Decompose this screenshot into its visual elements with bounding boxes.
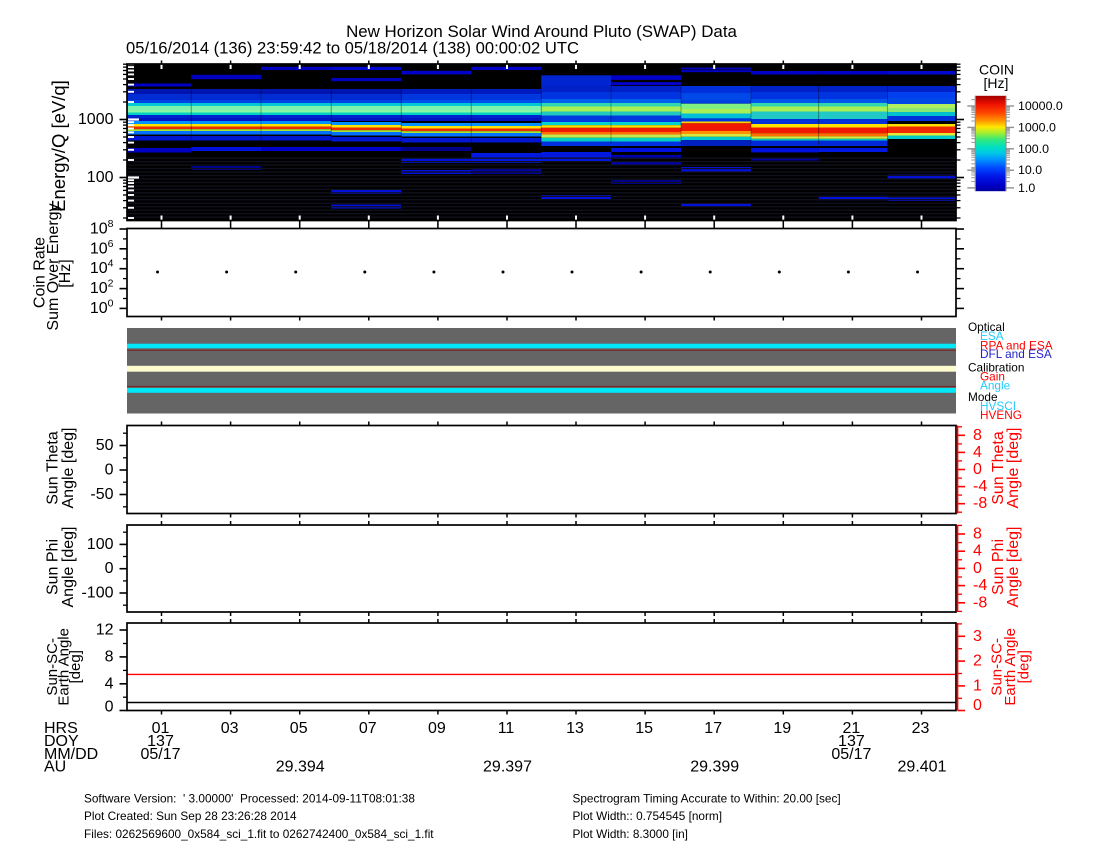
svg-text:0: 0 [973, 697, 982, 714]
svg-text:HVENG: HVENG [980, 408, 1022, 422]
svg-text:29.394: 29.394 [276, 759, 325, 776]
svg-text:3: 3 [973, 628, 982, 645]
svg-text:HVSCI: HVSCI [980, 399, 1016, 413]
svg-text:MM/DD: MM/DD [44, 746, 98, 763]
svg-text:Energy/Q [eV/q]: Energy/Q [eV/q] [48, 80, 69, 212]
svg-text:1: 1 [973, 677, 982, 694]
svg-text:Optical: Optical [968, 320, 1005, 334]
svg-text:4: 4 [973, 444, 982, 461]
svg-text:Sum Over Energy: Sum Over Energy [45, 203, 62, 330]
svg-text:-4: -4 [973, 478, 987, 495]
svg-text:29.397: 29.397 [483, 759, 532, 776]
svg-text:DFL and ESA: DFL and ESA [980, 347, 1052, 361]
svg-text:-50: -50 [90, 486, 113, 503]
svg-text:1.0: 1.0 [1018, 181, 1035, 195]
svg-text:0: 0 [105, 699, 114, 716]
svg-text:Angle [deg]: Angle [deg] [60, 428, 77, 509]
svg-text:Calibration: Calibration [968, 361, 1024, 375]
svg-text:HRS: HRS [44, 720, 78, 737]
svg-text:10000.0: 10000.0 [1018, 99, 1063, 113]
svg-text:137: 137 [147, 733, 174, 750]
svg-text:Gain: Gain [980, 370, 1005, 384]
svg-text:100.0: 100.0 [1018, 142, 1049, 156]
svg-text:DOY: DOY [44, 733, 79, 750]
svg-text:03: 03 [221, 720, 239, 737]
svg-text:Sun-SC-: Sun-SC- [989, 638, 1006, 696]
svg-text:50: 50 [96, 437, 114, 454]
svg-text:[deg]: [deg] [1016, 650, 1033, 683]
svg-text:4: 4 [105, 675, 114, 692]
svg-text:8: 8 [105, 648, 114, 665]
svg-text:23: 23 [912, 720, 930, 737]
svg-text:1000.0: 1000.0 [1018, 120, 1056, 134]
svg-text:07: 07 [359, 720, 377, 737]
svg-text:Plot Width: 8.3000 [in]: Plot Width: 8.3000 [in] [573, 827, 688, 841]
svg-text:12: 12 [96, 622, 114, 639]
svg-text:09: 09 [428, 720, 446, 737]
svg-text:Spectrogram Timing Accurate to: Spectrogram Timing Accurate to Within: 2… [573, 791, 841, 805]
svg-text:-8: -8 [973, 594, 987, 611]
svg-text:-8: -8 [973, 495, 987, 512]
svg-text:8: 8 [973, 427, 982, 444]
svg-text:COIN: COIN [979, 61, 1014, 77]
svg-text:[deg]: [deg] [67, 650, 84, 683]
svg-text:13: 13 [566, 720, 584, 737]
svg-text:17: 17 [704, 720, 722, 737]
svg-text:05/17: 05/17 [831, 746, 871, 763]
svg-text:05/16/2014 (136) 23:59:42 to 0: 05/16/2014 (136) 23:59:42 to 05/18/2014 … [126, 38, 579, 57]
svg-text:Sun Phi: Sun Phi [45, 539, 62, 595]
svg-text:0: 0 [105, 560, 114, 577]
svg-text:137: 137 [838, 733, 865, 750]
svg-text:[Hz]: [Hz] [984, 75, 1009, 91]
svg-text:New Horizon Solar Wind Around: New Horizon Solar Wind Around Pluto (SWA… [346, 22, 737, 41]
svg-text:Mode: Mode [968, 390, 998, 404]
svg-text:0: 0 [973, 560, 982, 577]
svg-text:15: 15 [635, 720, 653, 737]
svg-text:21: 21 [843, 720, 861, 737]
svg-text:100: 100 [87, 536, 114, 553]
svg-text:[Hz]: [Hz] [57, 259, 74, 287]
svg-text:Angle [deg]: Angle [deg] [60, 527, 77, 608]
svg-text:4: 4 [973, 543, 982, 560]
svg-text:100: 100 [87, 169, 114, 186]
svg-text:Angle: Angle [980, 379, 1011, 393]
svg-text:10.0: 10.0 [1018, 163, 1042, 177]
svg-text:29.401: 29.401 [898, 759, 947, 776]
svg-text:ESA: ESA [980, 329, 1004, 343]
svg-text:Plot Created: Sun Sep 28 23:26: Plot Created: Sun Sep 28 23:26:28 2014 [84, 809, 297, 823]
svg-text:AU: AU [44, 759, 66, 776]
svg-text:01: 01 [152, 720, 170, 737]
svg-text:-100: -100 [81, 585, 113, 602]
svg-text:29.399: 29.399 [690, 759, 739, 776]
svg-text:05/17: 05/17 [140, 746, 180, 763]
svg-text:Software Version: ' 3.00000': Software Version: ' 3.00000' Processed: … [84, 791, 415, 805]
svg-text:Sun Phi: Sun Phi [990, 539, 1007, 595]
svg-text:11: 11 [498, 720, 515, 737]
svg-text:Files: 0262569600_0x584_sci_1.: Files: 0262569600_0x584_sci_1.fit to 026… [84, 827, 434, 841]
svg-text:Coin Rate: Coin Rate [32, 237, 49, 308]
svg-text:0: 0 [105, 462, 114, 479]
svg-text:Angle [deg]: Angle [deg] [1005, 527, 1022, 608]
svg-text:Earth Angle: Earth Angle [56, 628, 73, 706]
svg-text:8: 8 [973, 526, 982, 543]
svg-text:0: 0 [973, 461, 982, 478]
svg-text:Sun Theta: Sun Theta [990, 431, 1007, 505]
svg-text:05: 05 [290, 720, 308, 737]
svg-text:1000: 1000 [78, 111, 114, 128]
svg-text:Sun Theta: Sun Theta [45, 431, 62, 505]
svg-text:Angle [deg]: Angle [deg] [1005, 428, 1022, 509]
svg-text:RPA and ESA: RPA and ESA [980, 338, 1053, 352]
svg-text:Sun-SC-: Sun-SC- [44, 638, 61, 696]
svg-text:2: 2 [973, 653, 982, 670]
svg-text:19: 19 [773, 720, 791, 737]
svg-text:-4: -4 [973, 577, 987, 594]
svg-text:Plot Width:: 0.754545 [norm]: Plot Width:: 0.754545 [norm] [573, 809, 723, 823]
svg-text:Earth Angle: Earth Angle [1002, 628, 1019, 706]
